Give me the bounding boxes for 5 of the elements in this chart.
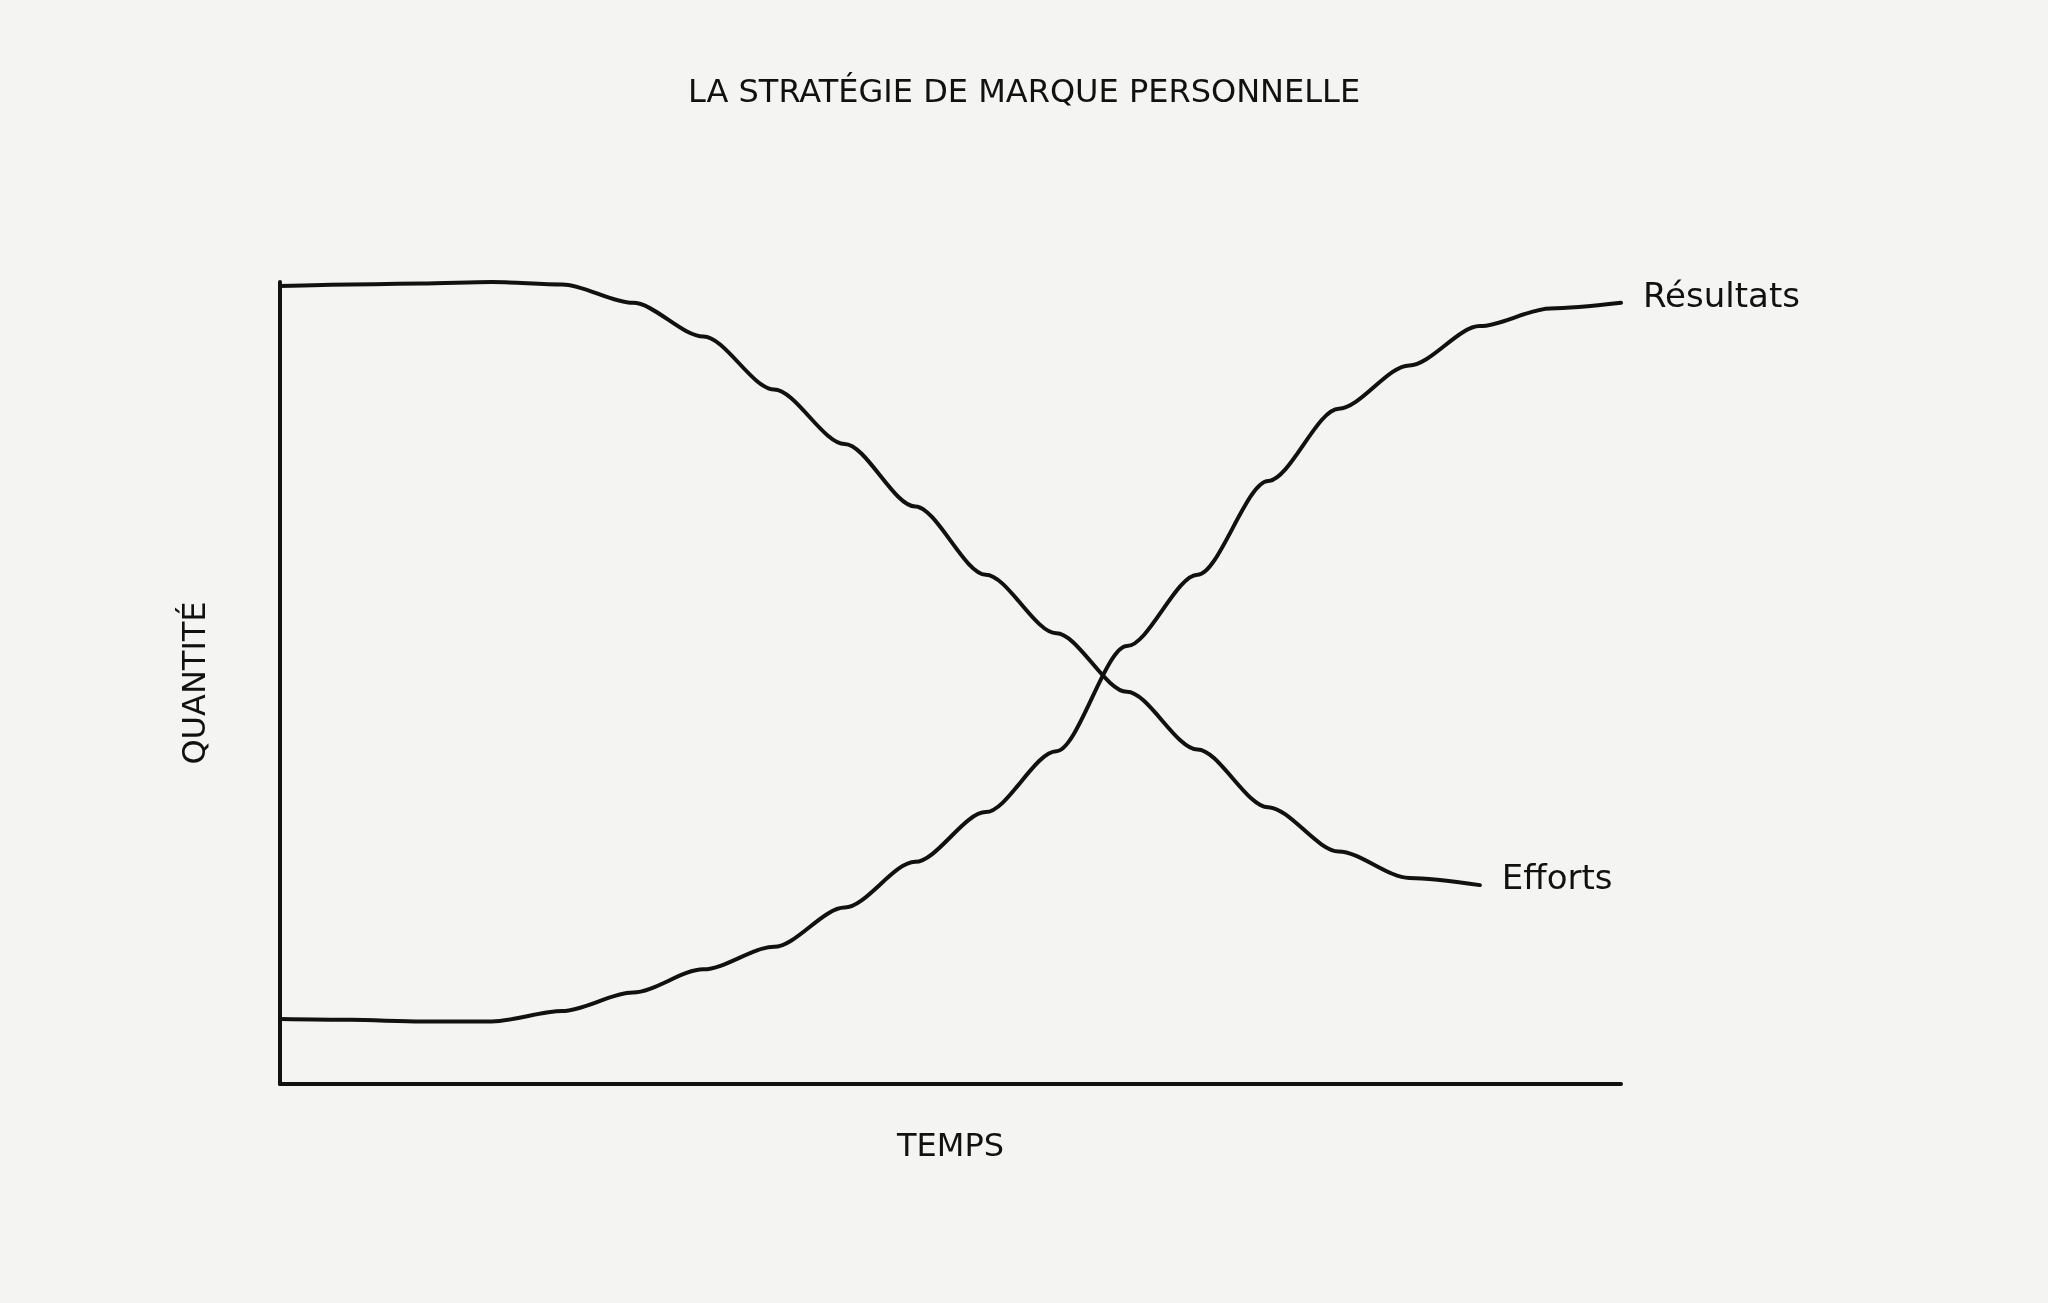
x-axis-title: TEMPS xyxy=(896,1126,1004,1164)
series-label: Efforts xyxy=(1501,857,1613,898)
chart-title: LA STRATÉGIE DE MARQUE PERSONNELLE xyxy=(687,72,1361,110)
series-label: Résultats xyxy=(1643,274,1800,315)
y-axis-title: QUANTITÉ xyxy=(175,601,213,765)
